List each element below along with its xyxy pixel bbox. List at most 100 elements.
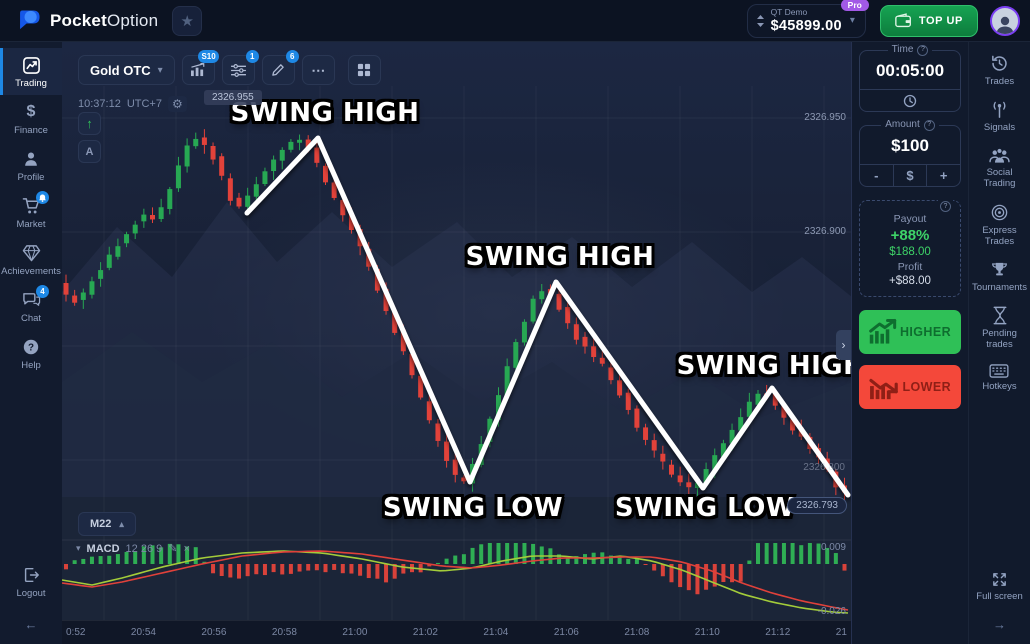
more-tools-button[interactable]: ⋯ <box>301 55 335 85</box>
top-up-label: TOP UP <box>918 14 963 27</box>
payout-box: ? Payout +88% $188.00 Profit +$88.00 <box>859 195 961 297</box>
macd-edit-icon[interactable]: ✎ <box>168 543 178 555</box>
sidebar-item-signals[interactable]: Signals <box>984 101 1015 134</box>
sidebar-item-social-trading[interactable]: Social Trading <box>971 147 1029 190</box>
collapse-left-sidebar-arrow[interactable]: ← <box>24 617 38 632</box>
chevron-down-icon[interactable]: ▾ <box>76 543 81 553</box>
help-icon[interactable]: ? <box>940 201 951 212</box>
payout-percent: +88% <box>890 227 930 244</box>
time-axis-label: 21:08 <box>624 627 650 638</box>
payout-label: Payout <box>893 213 927 225</box>
chat-icon: 4 <box>21 285 49 310</box>
top-up-button[interactable]: TOP UP <box>879 4 978 37</box>
asset-selector[interactable]: Gold OTC ▾ <box>78 55 175 85</box>
time-axis[interactable]: 0:52 20:54 20:56 20:58 21:00 21:02 21:04 21:06 2… <box>62 620 851 644</box>
time-legend: Time? <box>860 44 960 56</box>
candlestick-plot <box>63 129 851 501</box>
payout-total: $188.00 <box>889 246 931 258</box>
price-axis-label: 2326.900 <box>804 226 846 237</box>
amount-label: Amount <box>885 119 920 130</box>
amount-legend: Amount? <box>860 119 960 131</box>
dollar-icon: $ <box>26 103 36 120</box>
fullscreen-button[interactable]: Full screen <box>976 571 1023 603</box>
timeframe-selector[interactable]: M22 ▴ <box>78 512 136 536</box>
sidebar-item-label: Help <box>21 360 41 371</box>
amount-value[interactable]: $100 <box>891 136 929 155</box>
sidebar-item-profile[interactable]: Profile <box>0 142 62 189</box>
time-axis-label: 0:52 <box>66 627 86 638</box>
sidebar-item-trading[interactable]: Trading <box>0 48 62 95</box>
macd-scale-max: 0.009 <box>820 542 846 553</box>
gear-icon[interactable]: ⚙ <box>167 96 187 112</box>
cart-icon <box>21 191 49 216</box>
sidebar-item-trades[interactable]: Trades <box>985 54 1014 88</box>
sidebar-item-express-trades[interactable]: Express Trades <box>971 203 1029 248</box>
sliders-icon <box>230 63 246 77</box>
time-mode-button[interactable] <box>860 89 960 111</box>
favorites-star-button[interactable]: ★ <box>172 5 203 36</box>
time-value[interactable]: 00:05:00 <box>875 61 945 80</box>
sidebar-item-label: Achievements <box>1 266 61 277</box>
lower-button[interactable]: LOWER <box>859 365 961 409</box>
help-icon-wrap: ? <box>938 195 953 213</box>
sidebar-item-market[interactable]: Market <box>0 189 62 236</box>
sidebar-item-help[interactable]: ? Help <box>0 330 62 377</box>
hourglass-icon <box>993 307 1006 325</box>
keyboard-icon <box>989 364 1010 379</box>
macd-header: ▾ MACD 12 26 9 ✎ × <box>76 542 190 556</box>
amount-decrease-button[interactable]: - <box>874 168 879 183</box>
sidebar-item-label: Express Trades <box>982 224 1017 247</box>
collapse-right-sidebar-arrow[interactable]: → <box>993 617 1006 632</box>
sidebar-item-hotkeys[interactable]: Hotkeys <box>982 364 1017 393</box>
trophy-icon <box>992 262 1007 275</box>
brand-name: PocketOption <box>50 11 158 31</box>
account-sort-icon <box>756 14 765 27</box>
account-balance: $45899.00 <box>770 18 842 34</box>
help-icon[interactable]: ? <box>923 119 935 131</box>
chart-area[interactable]: SWING HIGH SWING HIGH SWING HIGH SWING LOW S… <box>62 42 852 644</box>
time-axis-label: 21:00 <box>342 627 368 638</box>
right-sidebar: Trades Signals Social Trading Express Tr… <box>968 42 1030 644</box>
right-sidebar-bottom: Full screen → <box>976 571 1023 644</box>
time-box: Time? 00:05:00 <box>859 44 961 112</box>
sidebar-item-tournaments[interactable]: Tournaments <box>972 261 1027 294</box>
chart-line-icon <box>21 55 41 75</box>
person-silhouette-icon <box>996 16 1014 34</box>
auto-scale-button[interactable]: A <box>78 140 101 163</box>
logout-button[interactable]: Logout <box>16 561 46 603</box>
logout-icon <box>21 565 41 585</box>
currency-toggle-button[interactable]: $ <box>892 165 927 186</box>
chart-toolbar: Gold OTC ▾ S10 1 6 ⋯ <box>78 50 381 85</box>
pro-badge: Pro <box>840 0 869 11</box>
expand-panel-tab[interactable]: › <box>836 330 851 360</box>
chevron-right-icon: › <box>841 338 846 352</box>
macd-close-icon[interactable]: × <box>183 542 190 555</box>
indicators-button[interactable]: S10 <box>181 50 219 85</box>
drawing-tools-button[interactable]: 6 <box>261 50 299 85</box>
user-avatar[interactable] <box>990 5 1020 36</box>
higher-button[interactable]: HIGHER <box>859 310 961 354</box>
chart-settings-button[interactable]: 1 <box>221 50 259 85</box>
time-axis-label: 21:10 <box>694 627 720 638</box>
amount-increase-button[interactable]: + <box>926 165 960 186</box>
higher-label: HIGHER <box>899 325 951 339</box>
sidebar-item-chat[interactable]: 4 Chat <box>0 283 62 330</box>
star-icon: ★ <box>180 12 194 30</box>
chevron-down-icon: ▾ <box>849 15 855 26</box>
asset-name: Gold OTC <box>90 62 151 78</box>
indicators-badge: S10 <box>198 50 219 63</box>
sidebar-item-achievements[interactable]: Achievements <box>0 236 62 283</box>
account-switcher[interactable]: QT Demo $45899.00 ▾ Pro <box>746 0 869 38</box>
account-info: QT Demo $45899.00 <box>770 6 842 34</box>
time-axis-label: 21:12 <box>765 627 791 638</box>
sidebar-item-pending-trades[interactable]: Pending trades <box>971 306 1029 351</box>
scroll-to-latest-button[interactable]: ↑ <box>78 112 101 135</box>
sidebar-item-finance[interactable]: $ Finance <box>0 95 62 142</box>
time-axis-label: 21:02 <box>412 627 438 638</box>
main-row: Trading $ Finance Profile Market <box>0 42 1030 644</box>
sidebar-item-label: Social Trading <box>983 166 1016 189</box>
layout-grid-button[interactable] <box>347 55 381 85</box>
account-type-label: QT Demo <box>770 6 808 17</box>
help-icon[interactable]: ? <box>917 44 929 56</box>
